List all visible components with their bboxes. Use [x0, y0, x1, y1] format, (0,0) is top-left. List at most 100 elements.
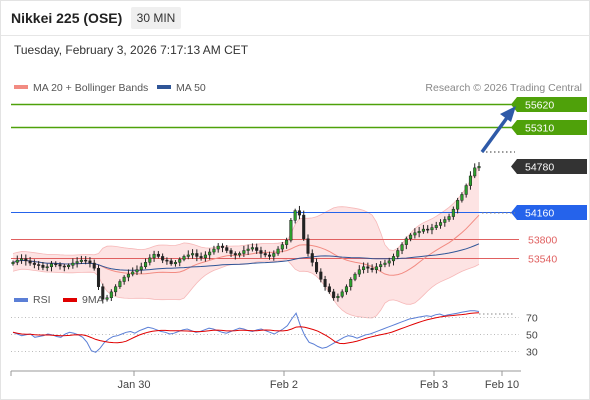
legend-swatch-9ma [63, 298, 77, 302]
candle-body [216, 245, 220, 250]
candle-body [336, 296, 340, 299]
candle-body [396, 250, 400, 257]
level-label-54160: 54160 [525, 208, 554, 220]
candlesticks [11, 162, 481, 304]
candle-body [263, 253, 267, 256]
candle-body [357, 269, 361, 275]
level-badge-pointer-54780 [511, 159, 517, 174]
candle-body [186, 254, 190, 257]
candle-body [161, 256, 165, 261]
candle-body [75, 261, 79, 264]
candle-body [362, 266, 366, 270]
level-label-54780: 54780 [525, 162, 554, 174]
x-axis-ticks: Jan 30 Feb 2 Feb 3 Feb 10 [10, 371, 519, 391]
candle-body [45, 266, 49, 269]
candle-body [417, 231, 421, 234]
candle-body [276, 248, 280, 254]
forecast-arrow-head [500, 106, 516, 122]
candle-body [49, 263, 54, 268]
candle-body [438, 222, 443, 226]
candle-body [126, 273, 130, 278]
x-tick-label: Feb 2 [270, 379, 298, 391]
level-badge-54160 [517, 205, 587, 220]
candle-body [131, 271, 135, 275]
price-levels: 55620 55310 54780 54160 53800 53540 [11, 97, 587, 266]
candle-body [379, 264, 383, 268]
candle-body [383, 262, 387, 265]
candle-body [28, 260, 32, 264]
candle-body [297, 210, 301, 216]
candle-body [242, 250, 246, 254]
candle-body [92, 262, 96, 269]
candle-body [366, 266, 370, 269]
candle-body [96, 267, 101, 287]
x-tick-label: Feb 3 [420, 379, 448, 391]
rsi-grid: 70 50 30 [11, 313, 538, 359]
candle-body [139, 266, 143, 270]
candle-body [353, 273, 357, 280]
candle-body [238, 253, 242, 256]
level-badge-pointer-55620 [511, 97, 517, 112]
candle-body [391, 256, 396, 262]
timeframe-button[interactable]: 30 MIN [131, 7, 181, 29]
candle-body [15, 259, 19, 263]
candle-body [199, 256, 203, 259]
candle-body [58, 264, 62, 267]
candle-body [443, 219, 447, 223]
candle-body [421, 228, 425, 232]
rsi-tick-label-70: 70 [526, 313, 538, 325]
chart-header: Nikkei 225 (OSE) 30 MIN [1, 1, 589, 36]
candle-body [374, 266, 378, 270]
candle-body [225, 247, 229, 251]
candle-body [122, 276, 126, 282]
candle-body [447, 216, 451, 220]
candle-body [404, 238, 408, 245]
candle-body [456, 200, 460, 210]
candle-body [332, 291, 336, 299]
legend-label-ma20: MA 20 + Bollinger Bands [33, 82, 148, 94]
candle-body [255, 247, 259, 251]
legend-swatch-ma20 [14, 85, 28, 89]
candle-body [430, 227, 434, 231]
candle-body [409, 234, 413, 239]
credit-text: Research © 2026 Trading Central [425, 82, 582, 94]
candle-body [233, 253, 237, 256]
candle-body [451, 208, 455, 217]
candle-body [280, 244, 284, 250]
candle-body [387, 260, 391, 264]
candle-body [135, 269, 139, 273]
candle-body [208, 251, 212, 256]
candle-body [220, 245, 225, 248]
ma50-line [12, 243, 480, 271]
candle-body [289, 220, 293, 241]
bollinger-band-area [13, 166, 479, 318]
candle-body [148, 257, 152, 263]
candle-body [340, 291, 344, 297]
rsi-line [12, 310, 480, 353]
candle-body [413, 232, 417, 236]
candle-body [20, 258, 24, 261]
level-label-53540: 53540 [528, 254, 557, 266]
candle-body [156, 253, 160, 257]
rsi-9ma-line [12, 312, 480, 345]
candle-body [79, 259, 83, 262]
legend-label-rsi: RSI [33, 294, 51, 306]
candle-body [302, 214, 306, 239]
candle-body [344, 286, 349, 293]
candle-body [169, 260, 173, 265]
candle-body [11, 262, 15, 265]
legend-swatch-ma50 [157, 85, 171, 89]
level-badge-55310 [517, 120, 587, 135]
instrument-title: Nikkei 225 (OSE) [11, 10, 123, 26]
candle-body [165, 259, 169, 262]
candle-body [473, 167, 477, 177]
candle-body [400, 244, 404, 251]
candle-body [229, 250, 233, 254]
level-badge-pointer-55310 [511, 120, 517, 135]
candle-body [195, 253, 199, 257]
candle-body [306, 238, 310, 254]
candle-body [62, 265, 66, 268]
candle-body [285, 239, 289, 245]
candle-body [267, 254, 272, 257]
